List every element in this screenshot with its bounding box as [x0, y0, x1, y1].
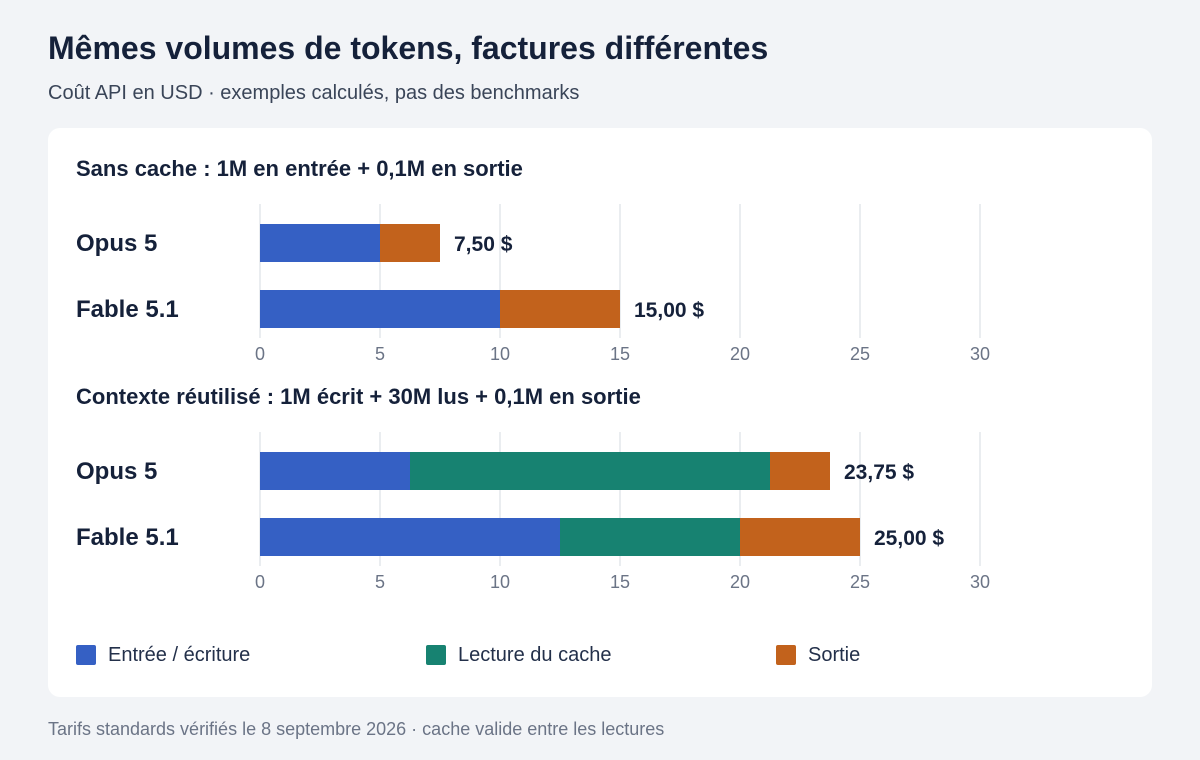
chart-svg: Sans cache : 1M en entrée + 0,1M en sort… [76, 156, 990, 592]
legend-item-lecture-cache: Lecture du cache [426, 643, 611, 667]
row-label-opus-5-2: Opus 5 [76, 458, 157, 485]
x-tick-label-2-15: 15 [610, 572, 630, 592]
x-tick-label-2-10: 10 [490, 572, 510, 592]
footnote: Tarifs standards vérifiés le 8 septembre… [48, 719, 665, 739]
x-tick-label-1-25: 25 [850, 344, 870, 364]
x-tick-label-2-20: 20 [730, 572, 750, 592]
x-tick-label-1-20: 20 [730, 344, 750, 364]
total-label-fable-5-1-2: 25,00 $ [874, 527, 944, 550]
bar-segment-sortie-fable-5-1-1 [500, 290, 620, 328]
bar-segment-entree-ecriture-fable-5-1-2 [260, 518, 560, 556]
chart-card: Sans cache : 1M en entrée + 0,1M en sort… [48, 128, 1152, 697]
bar-segment-entree-ecriture-fable-5-1-1 [260, 290, 500, 328]
legend-item-sortie: Sortie [776, 643, 860, 667]
x-tick-label-2-30: 30 [970, 572, 990, 592]
x-tick-label-2-0: 0 [255, 572, 265, 592]
x-tick-label-1-5: 5 [375, 344, 385, 364]
x-tick-label-1-15: 15 [610, 344, 630, 364]
row-label-fable-5-1-2: Fable 5.1 [76, 524, 179, 551]
x-tick-label-2-5: 5 [375, 572, 385, 592]
panel-title-2: Contexte réutilisé : 1M écrit + 30M lus … [76, 384, 641, 409]
row-label-opus-5-1: Opus 5 [76, 230, 157, 257]
legend-label-sortie: Sortie [808, 643, 861, 666]
bar-segment-entree-ecriture-opus-5-2 [260, 452, 410, 490]
x-tick-label-1-0: 0 [255, 344, 265, 364]
chart-title: Mêmes volumes de tokens, factures différ… [48, 30, 769, 66]
bar-segment-sortie-opus-5-1 [380, 224, 440, 262]
legend-swatch-lecture-cache [426, 645, 446, 665]
legend-swatch-sortie [776, 645, 796, 665]
panel-title-1: Sans cache : 1M en entrée + 0,1M en sort… [76, 156, 523, 181]
legend-label-entree: Entrée / écriture [108, 643, 251, 666]
chart-subtitle: Coût API en USD · exemples calculés, pas… [48, 82, 580, 104]
x-tick-label-1-30: 30 [970, 344, 990, 364]
legend-swatch-entree [76, 645, 96, 665]
x-tick-label-1-10: 10 [490, 344, 510, 364]
total-label-fable-5-1-1: 15,00 $ [634, 299, 704, 322]
legend-label-lecture-cache: Lecture du cache [458, 643, 612, 666]
legend-item-entree: Entrée / écriture [76, 643, 250, 667]
x-tick-label-2-25: 25 [850, 572, 870, 592]
bar-segment-sortie-fable-5-1-2 [740, 518, 860, 556]
total-label-opus-5-2: 23,75 $ [844, 461, 914, 484]
bar-segment-entree-ecriture-opus-5-1 [260, 224, 380, 262]
bar-segment-lecture-du-cache-fable-5-1-2 [560, 518, 740, 556]
row-label-fable-5-1-1: Fable 5.1 [76, 296, 179, 323]
bar-segment-lecture-du-cache-opus-5-2 [410, 452, 770, 490]
total-label-opus-5-1: 7,50 $ [454, 233, 513, 256]
bar-segment-sortie-opus-5-2 [770, 452, 830, 490]
